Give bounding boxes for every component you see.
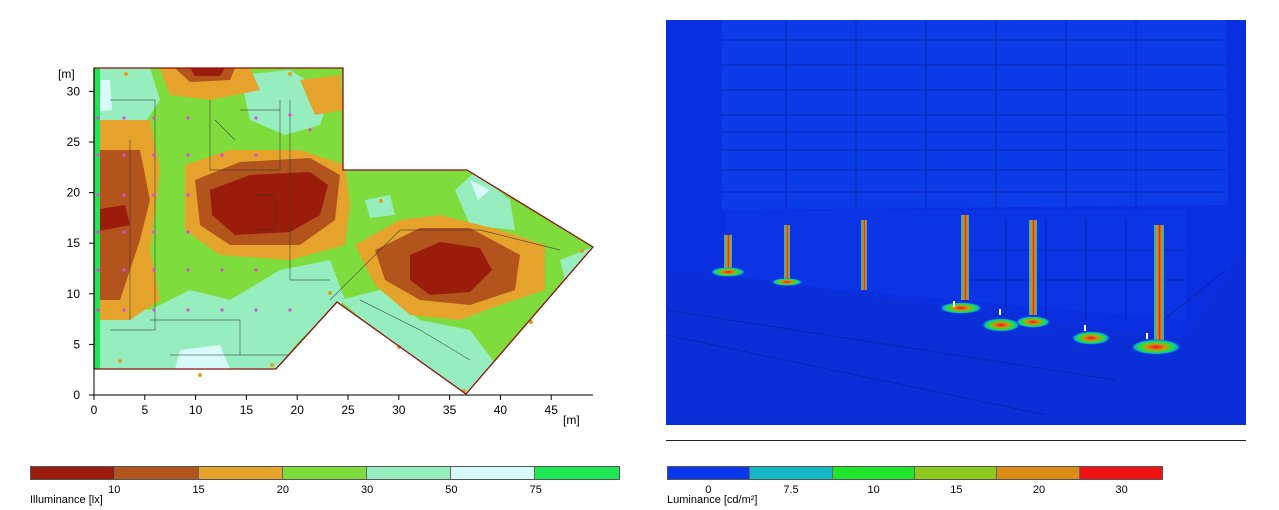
- legend-swatch: [283, 467, 367, 479]
- legend-swatch: [832, 467, 915, 479]
- pole-light-points: [118, 72, 584, 393]
- lit-column: [861, 220, 867, 290]
- y-tick-label: 25: [67, 135, 81, 149]
- y-tick-label: 0: [73, 388, 80, 402]
- illuminance-color-bar: [30, 466, 620, 480]
- ground-floor: [726, 210, 1186, 320]
- contour-75-plus: [470, 180, 490, 200]
- illuminance-contours: [94, 68, 593, 394]
- luminaire-points: [96, 113, 312, 312]
- plaza-lines: [666, 269, 1227, 416]
- contour-75-plus: [94, 68, 100, 369]
- legend-tick-label: 30: [1115, 484, 1128, 496]
- contour-50-75: [94, 260, 345, 369]
- contour-below-10: [410, 242, 492, 295]
- x-tick-label: 25: [341, 403, 355, 417]
- site-boundary: [93, 67, 594, 395]
- legend-swatch: [914, 467, 998, 479]
- luminance-rendering: [666, 20, 1246, 425]
- x-unit-label: [m]: [563, 413, 580, 427]
- legend-tick-label: 20: [1032, 484, 1046, 496]
- legend-swatch: [31, 467, 115, 479]
- separator-line: [666, 440, 1246, 441]
- contour-50-75: [340, 290, 500, 394]
- tower-grid: [722, 20, 1226, 210]
- illuminance-legend: 10 15 20 30 50 75 Illuminance [lx]: [30, 466, 620, 510]
- lit-column: [724, 235, 732, 275]
- legend-tick-label: 75: [529, 484, 542, 496]
- legend-tick-label: 15: [950, 484, 963, 496]
- x-tick-label: 0: [91, 403, 98, 417]
- legend-tick-label: 10: [108, 484, 121, 496]
- legend-swatch: [750, 467, 833, 479]
- plan-axes: [93, 68, 593, 396]
- contour-50-75: [365, 195, 395, 218]
- legend-tick-label: 7.5: [783, 484, 799, 496]
- luminance-color-bar: [667, 466, 1163, 480]
- y-tick-label: 20: [67, 186, 81, 200]
- legend-swatch: [199, 467, 283, 479]
- luminance-rendering-svg: [666, 20, 1246, 425]
- legend-swatch: [367, 467, 451, 479]
- y-tick-label: 10: [67, 287, 81, 301]
- x-tick-label: 45: [545, 403, 559, 417]
- x-tick-label: 10: [189, 403, 203, 417]
- x-tick-label: 5: [141, 403, 148, 417]
- x-tick-label: 20: [291, 403, 305, 417]
- x-tick-label: 40: [494, 403, 508, 417]
- legend-tick-label: 20: [276, 484, 289, 496]
- legend-tick-label: 50: [445, 484, 458, 496]
- bollard-markers: [953, 301, 1148, 339]
- legend-swatch: [668, 467, 751, 479]
- floor-plan-lines: [110, 99, 561, 361]
- lit-column: [1029, 220, 1037, 315]
- contour-below-10: [94, 205, 130, 232]
- y-axis-ticks: 0 5 10 15 20 25 30: [67, 84, 94, 402]
- lit-column: [784, 225, 790, 280]
- plaza: [666, 245, 1246, 425]
- legend-tick-label: 0: [705, 484, 712, 496]
- contour-50-75: [455, 172, 515, 230]
- illuminance-legend-title: Illuminance [lx]: [30, 494, 103, 506]
- illuminance-plan-svg: 0 5 10 15 20 25 30 35 40 45 0 5 10 15 20 25 30 [m] [m]: [58, 67, 594, 427]
- lit-column: [1154, 225, 1164, 340]
- illuminance-plan: 0 5 10 15 20 25 30 35 40 45 0 5 10 15 20 25 30 [m] [m]: [0, 0, 620, 440]
- legend-tick-label: 10: [867, 484, 880, 496]
- floor-light-pools: [710, 267, 1182, 355]
- legend-swatch: [451, 467, 535, 479]
- legend-swatch: [115, 467, 199, 479]
- y-tick-label: 15: [67, 236, 81, 250]
- y-tick-label: 5: [73, 337, 80, 351]
- contour-15-20: [300, 75, 343, 115]
- luminance-legend: 0 7.5 10 15 20 30 Luminance [cd/m²]: [667, 466, 1163, 510]
- x-tick-label: 30: [392, 403, 406, 417]
- x-tick-label: 35: [443, 403, 457, 417]
- contour-75-plus: [175, 345, 230, 369]
- contour-below-10: [210, 172, 328, 235]
- y-tick-label: 30: [67, 84, 81, 98]
- legend-swatch: [535, 467, 619, 479]
- legend-tick-label: 30: [361, 484, 374, 496]
- legend-swatch: [1079, 467, 1162, 479]
- x-axis-ticks: 0 5 10 15 20 25 30 35 40 45: [91, 395, 559, 417]
- legend-tick-label: 15: [192, 484, 205, 496]
- lit-column: [961, 215, 969, 300]
- contour-below-10: [190, 68, 225, 76]
- x-tick-label: 15: [240, 403, 254, 417]
- legend-swatch: [997, 467, 1080, 479]
- y-unit-label: [m]: [58, 67, 75, 81]
- luminance-legend-title: Luminance [cd/m²]: [667, 494, 758, 506]
